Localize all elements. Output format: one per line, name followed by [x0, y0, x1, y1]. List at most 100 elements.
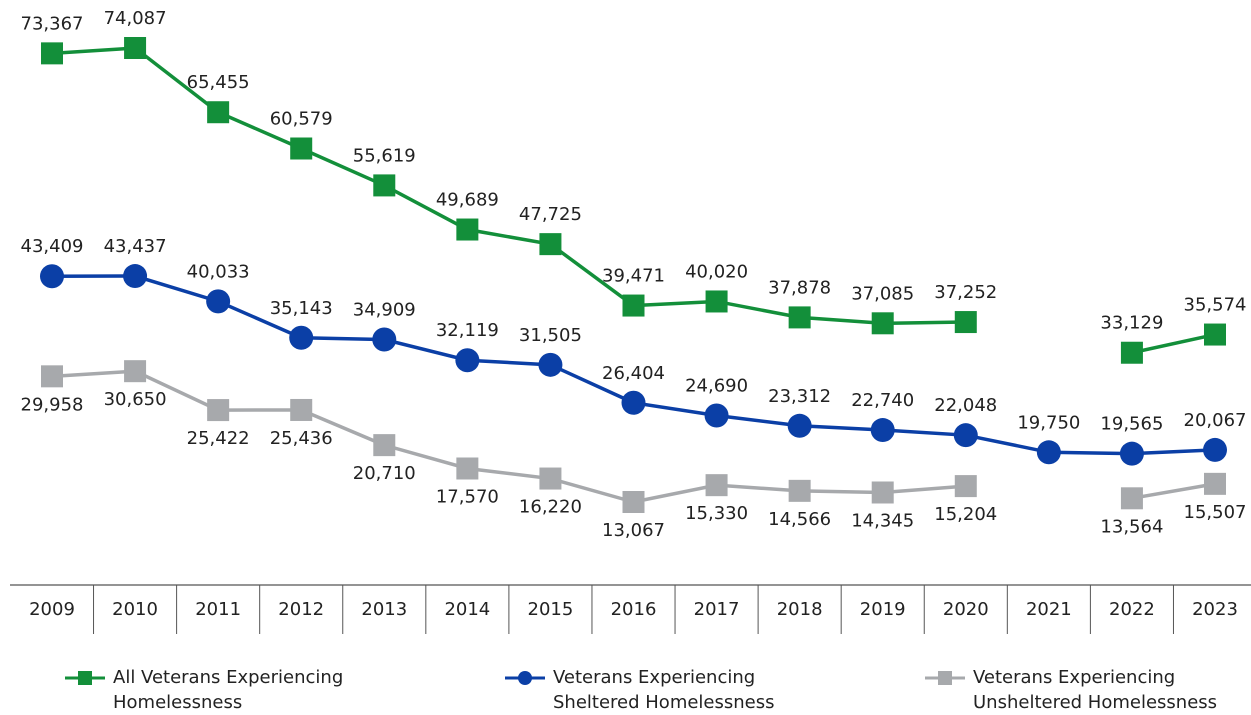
point — [456, 457, 479, 480]
value-label: 19,565 — [1100, 414, 1163, 435]
x-tick-label: 2014 — [444, 599, 490, 620]
point — [206, 289, 231, 314]
value-label: 16,220 — [519, 497, 582, 518]
value-label: 19,750 — [1017, 412, 1080, 433]
point — [1036, 440, 1061, 465]
value-label: 24,690 — [685, 376, 748, 397]
x-tick-label: 2009 — [29, 599, 75, 620]
value-label: 60,579 — [270, 109, 333, 130]
point — [1119, 441, 1144, 466]
value-label: 13,564 — [1100, 516, 1163, 537]
point — [954, 475, 977, 498]
value-label: 20,067 — [1184, 410, 1247, 431]
x-tick-label: 2017 — [694, 599, 740, 620]
point — [373, 174, 396, 197]
value-label: 31,505 — [519, 325, 582, 346]
value-label: 20,710 — [353, 463, 416, 484]
value-label: 29,958 — [21, 394, 84, 415]
point — [704, 403, 729, 428]
value-label: 17,570 — [436, 486, 499, 507]
point — [373, 434, 396, 457]
value-label: 39,471 — [602, 266, 665, 287]
x-tick-label: 2022 — [1109, 599, 1155, 620]
legend-marker — [938, 671, 952, 685]
value-label: 34,909 — [353, 299, 416, 320]
point — [1203, 437, 1227, 462]
value-label: 37,878 — [768, 277, 831, 298]
x-tick-label: 2023 — [1192, 599, 1238, 620]
value-label: 35,574 — [1184, 295, 1247, 316]
value-label: 33,129 — [1100, 313, 1163, 334]
point — [41, 42, 63, 65]
value-label: 55,619 — [353, 145, 416, 166]
point — [538, 352, 563, 377]
point — [1204, 472, 1226, 495]
value-label: 40,020 — [685, 261, 748, 282]
series-line — [51, 369, 966, 504]
series-line — [1131, 482, 1216, 501]
value-label: 25,436 — [270, 428, 333, 449]
point — [621, 390, 646, 415]
value-label: 49,689 — [436, 190, 499, 211]
x-tick-label: 2016 — [611, 599, 657, 620]
value-label: 30,650 — [104, 389, 167, 410]
point — [290, 398, 313, 421]
x-tick-label: 2019 — [860, 599, 906, 620]
legend-item — [505, 671, 545, 685]
legend-marker — [78, 671, 92, 685]
value-label: 47,725 — [519, 204, 582, 225]
x-tick-label: 2013 — [361, 599, 407, 620]
value-label: 32,119 — [436, 320, 499, 341]
legend-label: All Veterans Experiencing Homelessness — [113, 667, 344, 713]
series-line — [51, 46, 966, 326]
value-label: 65,455 — [187, 72, 250, 93]
point — [1120, 487, 1143, 510]
x-tick-label: 2018 — [777, 599, 823, 620]
value-label: 43,437 — [104, 236, 167, 257]
x-tick-label: 2021 — [1026, 599, 1072, 620]
legend-item — [65, 671, 105, 685]
point — [954, 311, 977, 334]
point — [539, 233, 562, 256]
point — [871, 481, 894, 504]
value-label: 25,422 — [187, 428, 250, 449]
value-label: 15,507 — [1184, 502, 1247, 523]
value-label: 40,033 — [187, 261, 250, 282]
point — [289, 325, 314, 350]
point — [290, 137, 313, 160]
legend-item — [925, 671, 965, 685]
series-line — [1131, 332, 1216, 355]
point — [455, 348, 480, 373]
point — [705, 290, 728, 313]
value-label: 26,404 — [602, 363, 665, 384]
value-label: 74,087 — [104, 8, 167, 29]
value-label: 14,566 — [768, 509, 831, 530]
x-tick-label: 2012 — [278, 599, 324, 620]
legend-label: Veterans Experiencing Sheltered Homeless… — [553, 667, 775, 713]
value-label: 15,330 — [685, 503, 748, 524]
point — [1120, 341, 1143, 364]
value-label: 22,740 — [851, 390, 914, 411]
point — [124, 360, 147, 383]
point — [124, 37, 147, 59]
value-label: 15,204 — [934, 504, 997, 525]
point — [705, 474, 728, 497]
point — [622, 294, 645, 317]
point — [41, 365, 63, 388]
x-tick-label: 2010 — [112, 599, 158, 620]
point — [207, 101, 230, 124]
point — [372, 327, 397, 352]
value-label: 14,345 — [851, 510, 914, 531]
value-label: 23,312 — [768, 386, 831, 407]
x-tick-label: 2011 — [195, 599, 241, 620]
x-tick-label: 2015 — [528, 599, 574, 620]
point — [456, 218, 479, 241]
value-label: 73,367 — [21, 13, 84, 34]
value-label: 22,048 — [934, 395, 997, 416]
point — [1204, 323, 1226, 346]
value-label: 37,252 — [934, 282, 997, 303]
point — [207, 399, 230, 422]
point — [622, 491, 645, 513]
point — [787, 413, 812, 438]
